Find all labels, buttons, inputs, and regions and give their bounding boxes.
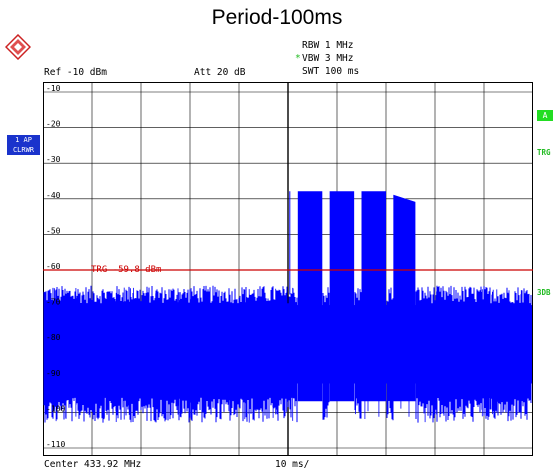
spectrum-plot: TRG -59.8 dBm -10 -20 -30 -40 -50 -60 -70 -80 -9… [43,82,533,456]
center-frequency-label: Center 433.92 MHz [44,459,142,470]
pulse-bursts [289,191,416,402]
y-tick-label: -20 [46,120,61,129]
y-tick-label: -40 [46,191,61,200]
y-tick-label: -30 [46,155,61,164]
y-tick-label: -90 [46,369,61,378]
trigger-label: TRG -59.8 dBm [91,265,161,275]
att-label: Att 20 dB [194,67,246,78]
chart-title: Period-100ms [211,6,343,29]
pulse-bar [361,191,386,402]
trace-mode-box: 1 AP CLRWR [7,135,40,155]
ref-level-label: Ref -10 dBm [44,67,107,78]
y-tick-label: -80 [46,333,61,342]
y-tick-label: -60 [46,262,61,271]
swt-label: SWT 100 ms [302,66,360,77]
trace-clrwr-label: CLRWR [12,146,35,154]
trg-side-label: TRG [537,148,551,157]
y-tick-label: -10 [46,84,61,93]
y-tick-label: -100 [46,404,65,413]
vbw-label: VBW 3 MHz [302,53,354,64]
y-tick-label: -110 [46,440,65,449]
y-tick-labels: -10 -20 -30 -40 -50 -60 -70 -80 -90 -100 -110 [46,84,65,449]
sdb-side-label: 3DB [537,288,551,297]
y-tick-label: -70 [46,298,61,307]
trace-detector-label: 1 AP [15,136,32,144]
y-tick-label: -50 [46,226,61,235]
pulse-bar [393,194,416,402]
noise-band-core [44,305,532,384]
marker-a-badge: A [537,110,553,121]
pulse-bar [329,191,355,402]
rs-logo-icon [5,34,31,60]
noise-floor-trace [43,285,532,423]
pulse-bar [297,191,323,402]
x-division-label: 10 ms/ [275,459,310,470]
vbw-marker: * [295,53,301,64]
rbw-label: RBW 1 MHz [302,40,354,51]
